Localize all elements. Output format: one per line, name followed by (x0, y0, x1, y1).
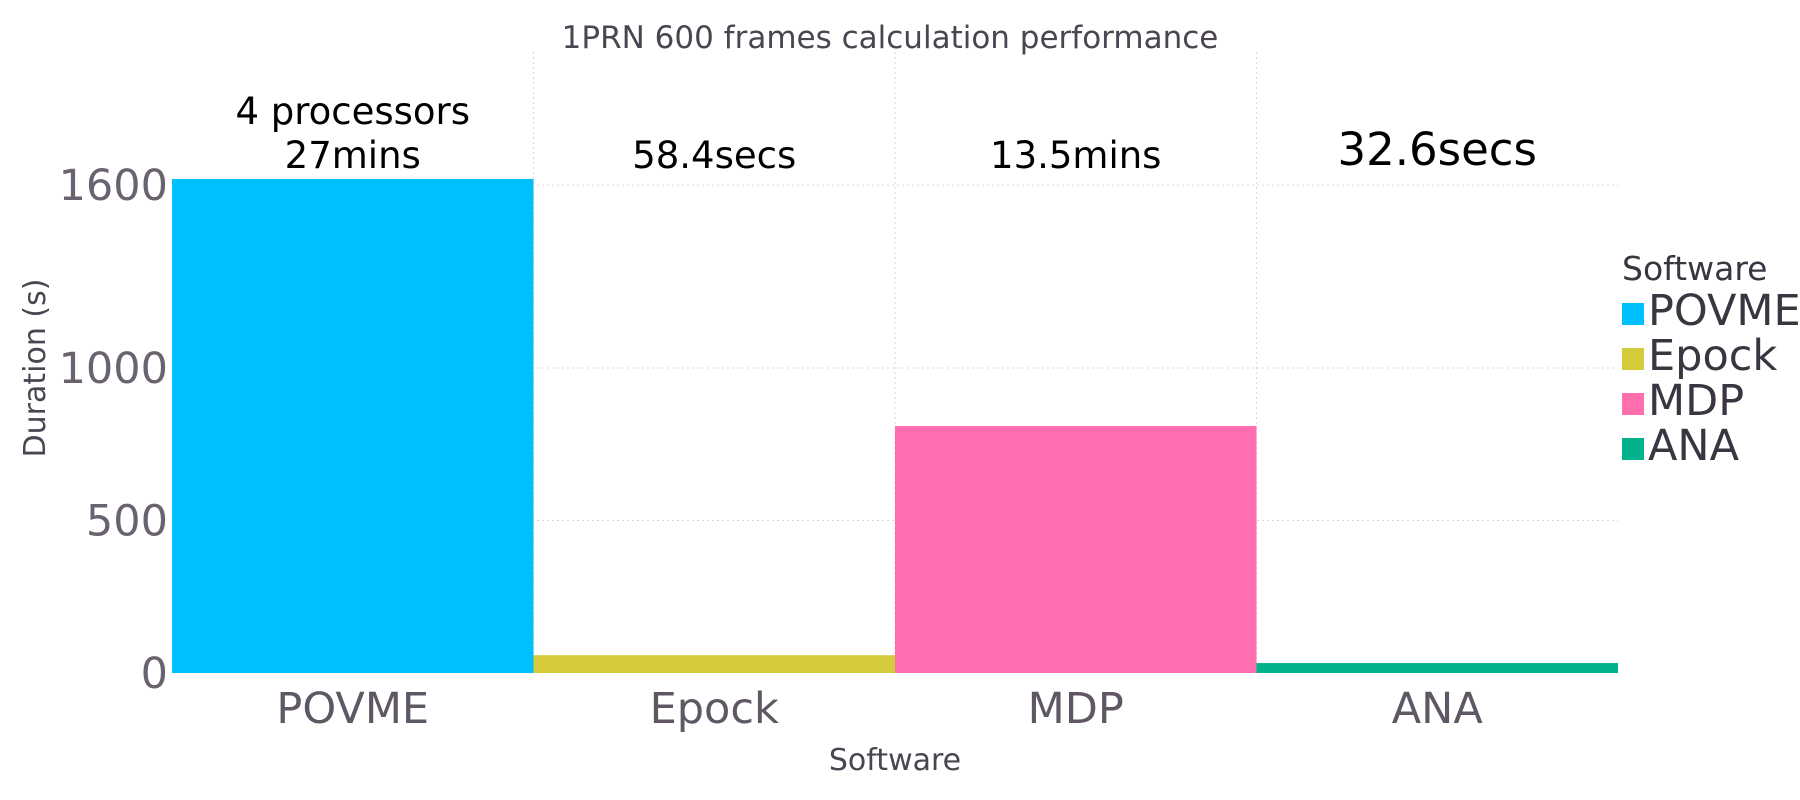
annotation-mdp-0: 13.5mins (990, 134, 1161, 177)
annotation-ana-0: 32.6secs (1337, 123, 1537, 176)
y-tick-1000: 1000 (59, 344, 168, 394)
bar-mdp (895, 426, 1257, 673)
legend-swatch-epock (1622, 348, 1644, 370)
bar-povme (172, 179, 534, 673)
legend-label-ana: ANA (1648, 421, 1740, 471)
legend-label-mdp: MDP (1648, 376, 1744, 426)
y-axis-ticks: 0 500 1000 1600 (59, 161, 168, 699)
x-tick-epock: Epock (650, 684, 779, 734)
x-tick-ana: ANA (1392, 684, 1484, 734)
legend-swatch-mdp (1622, 393, 1644, 415)
annotation-povme-1: 27mins (285, 134, 421, 177)
y-tick-0: 0 (141, 649, 168, 699)
x-axis-ticks: POVME Epock MDP ANA (276, 684, 1483, 734)
bars (172, 179, 1618, 673)
legend-label-epock: Epock (1648, 331, 1777, 381)
legend-swatch-povme (1622, 303, 1644, 325)
legend-title: Software (1622, 249, 1767, 288)
bar-ana (1256, 663, 1618, 673)
chart-title: 1PRN 600 frames calculation performance (562, 20, 1219, 56)
legend-swatch-ana (1622, 438, 1644, 460)
y-tick-1600: 1600 (59, 161, 168, 211)
x-axis-title: Software (829, 743, 961, 778)
y-axis-title: Duration (s) (18, 279, 53, 458)
legend-label-povme: POVME (1648, 286, 1800, 336)
x-tick-mdp: MDP (1028, 684, 1124, 734)
x-tick-povme: POVME (276, 684, 429, 734)
annotation-epock-0: 58.4secs (632, 134, 796, 177)
annotation-povme-0: 4 processors (235, 90, 470, 133)
bar-epock (533, 655, 895, 673)
y-tick-500: 500 (86, 497, 168, 547)
